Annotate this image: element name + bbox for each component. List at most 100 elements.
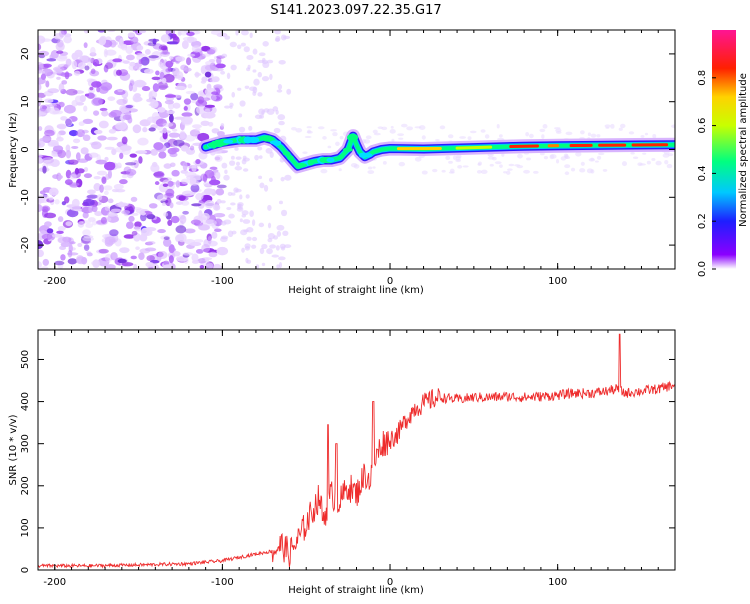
noise-blob [167, 41, 178, 44]
noise-blob [181, 145, 189, 151]
noise-blob [168, 148, 177, 155]
noise-blob [145, 262, 154, 267]
noise-blob [88, 57, 92, 62]
noise-blob [35, 157, 43, 163]
noise-blob [543, 124, 548, 129]
noise-blob [399, 162, 405, 166]
noise-blob [272, 255, 279, 258]
noise-blob [42, 234, 53, 240]
noise-blob [208, 263, 213, 269]
noise-blob [267, 205, 271, 211]
noise-blob [131, 256, 137, 260]
noise-blob [252, 219, 255, 226]
noise-blob [212, 96, 217, 101]
noise-blob [238, 113, 242, 117]
noise-blob [200, 265, 205, 269]
noise-blob [165, 100, 174, 104]
x-tick-label: 100 [548, 276, 567, 287]
noise-blob [565, 171, 570, 175]
noise-blob [273, 235, 278, 239]
noise-blob [58, 124, 66, 129]
noise-blob [165, 94, 176, 98]
snr-ylabel: SNR (10 * v/v) [8, 414, 19, 485]
noise-blob [189, 181, 199, 186]
noise-blob [44, 130, 55, 137]
noise-blob [114, 184, 124, 190]
noise-blob [84, 173, 92, 178]
noise-blob [186, 57, 191, 65]
noise-blob [105, 206, 110, 211]
noise-blob [130, 153, 137, 157]
noise-blob [332, 132, 337, 136]
colorbar-tick-label: 0.6 [697, 118, 708, 134]
noise-blob [207, 49, 216, 55]
noise-blob [264, 185, 268, 192]
noise-blob [667, 164, 673, 168]
noise-blob [182, 252, 193, 255]
noise-blob [205, 65, 215, 71]
noise-blob [128, 32, 135, 37]
noise-blob [73, 139, 80, 144]
noise-blob [595, 160, 599, 162]
noise-blob [591, 134, 597, 138]
noise-blob [205, 72, 212, 78]
noise-blob [253, 79, 259, 86]
noise-blob [145, 227, 157, 231]
noise-blob [448, 134, 454, 138]
noise-blob [260, 248, 265, 254]
noise-blob [497, 124, 500, 128]
noise-blob [554, 127, 561, 129]
noise-blob [564, 164, 570, 168]
noise-blob [126, 105, 133, 108]
noise-blob [92, 205, 98, 212]
ridge-core [457, 147, 491, 148]
noise-blob [153, 142, 163, 150]
noise-blob [277, 114, 285, 120]
y-tick-label: -10 [20, 189, 31, 205]
noise-blob [126, 55, 135, 61]
noise-blob [123, 60, 130, 64]
noise-blob [110, 252, 117, 260]
noise-blob [208, 122, 213, 127]
ridge-blob [283, 151, 291, 155]
noise-blob [173, 36, 179, 40]
noise-blob [192, 260, 199, 264]
noise-blob [221, 123, 225, 128]
noise-blob [183, 162, 188, 171]
noise-blob [455, 159, 461, 162]
noise-blob [517, 154, 523, 159]
ridge-blob [343, 148, 353, 152]
noise-blob [133, 124, 142, 133]
noise-blob [35, 110, 41, 117]
noise-blob [79, 121, 85, 126]
noise-blob [46, 58, 56, 61]
spectrogram-xlabel: Height of straight line (km) [288, 285, 424, 296]
noise-blob [514, 164, 520, 166]
snr-frame [38, 330, 675, 570]
noise-blob [629, 131, 634, 134]
noise-blob [56, 51, 63, 54]
noise-blob [236, 156, 242, 159]
noise-blob [153, 83, 159, 92]
noise-blob [34, 71, 46, 74]
noise-blob [232, 231, 237, 235]
noise-blob [97, 171, 107, 176]
noise-blob [126, 169, 136, 176]
noise-blob [146, 98, 155, 102]
noise-blob [111, 149, 115, 155]
noise-blob [588, 132, 591, 136]
x-tick-label: -100 [211, 577, 234, 588]
noise-blob [227, 73, 230, 79]
noise-blob [49, 197, 54, 201]
noise-blob [163, 212, 168, 216]
noise-blob [185, 172, 197, 178]
noise-blob [335, 142, 340, 146]
noise-blob [262, 76, 269, 81]
noise-blob [655, 161, 661, 166]
noise-blob [266, 148, 273, 154]
noise-blob [201, 77, 207, 82]
noise-blob [274, 128, 281, 133]
noise-blob [213, 264, 222, 272]
noise-blob [243, 229, 249, 232]
noise-blob [243, 168, 248, 172]
